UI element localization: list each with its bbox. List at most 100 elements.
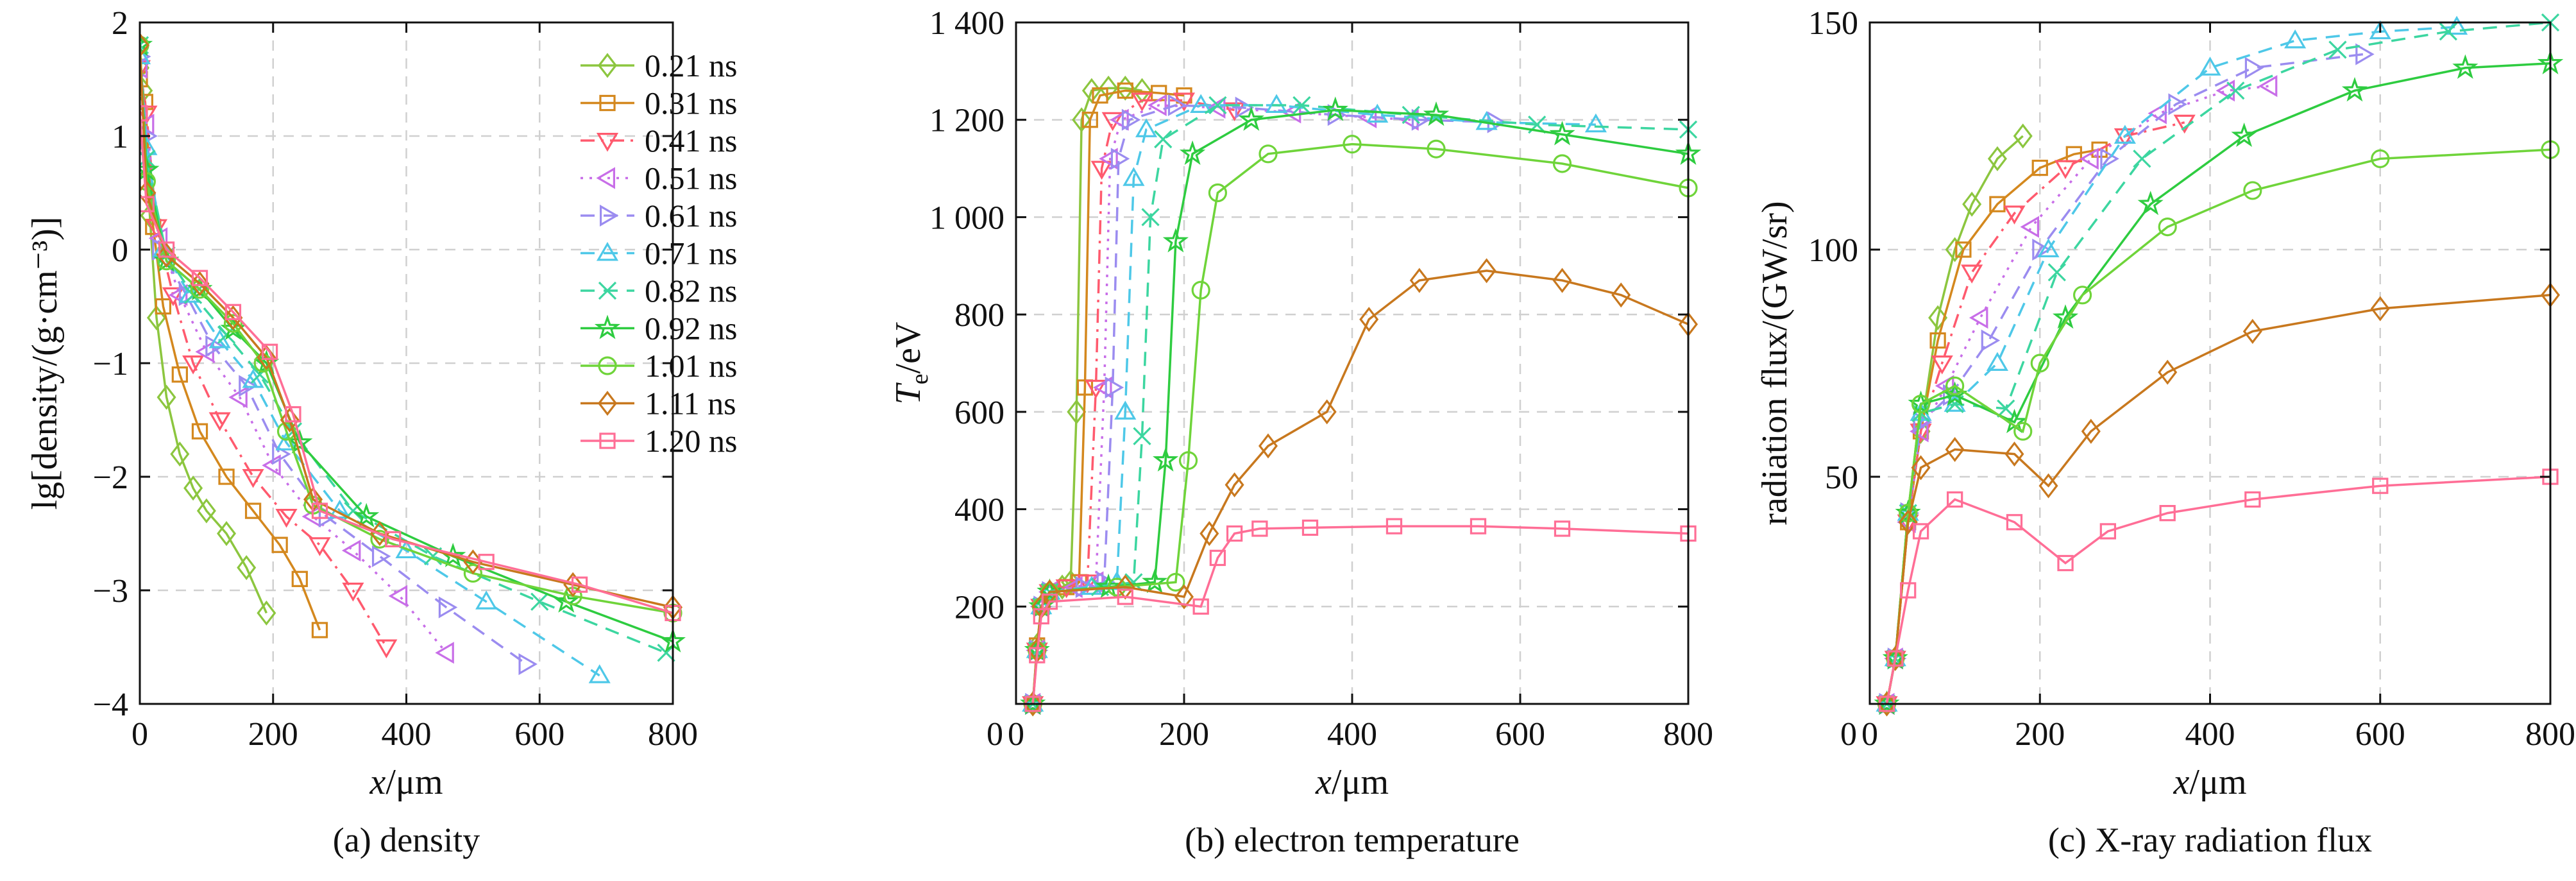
x-tick-label: 400 (382, 716, 432, 753)
data-point (1121, 108, 1141, 131)
x-tick-label: 400 (1327, 716, 1377, 753)
data-point (276, 422, 296, 441)
series-group (1020, 75, 1701, 717)
series-line-0.71-ns (140, 56, 600, 677)
legend-marker (598, 356, 617, 375)
data-point (280, 407, 300, 433)
data-point (242, 369, 264, 388)
data-point (1554, 520, 1571, 537)
y-tick-label: 400 (954, 492, 1004, 529)
data-point (237, 555, 257, 581)
data-point (158, 241, 175, 258)
data-point (2242, 318, 2262, 344)
series-line-1.11-ns (1885, 294, 2551, 705)
data-point (1174, 584, 1194, 610)
data-point (1552, 268, 1572, 293)
legend-marker (599, 204, 619, 227)
data-point (2091, 141, 2108, 158)
data-point (2047, 263, 2066, 282)
data-point (388, 585, 408, 607)
data-point (1208, 183, 1228, 203)
data-point (157, 243, 176, 268)
data-point (1258, 433, 1278, 459)
legend-marker (596, 133, 619, 152)
data-point (1962, 191, 1982, 217)
data-point (140, 60, 151, 80)
data-point (1095, 573, 1122, 599)
data-point (2328, 40, 2347, 59)
legend-item: 0.31 ns (580, 85, 737, 121)
data-point (2258, 75, 2278, 98)
data-point (369, 520, 389, 547)
y-axis-label: lg[density/(g·cm⁻³)] (25, 217, 65, 510)
data-point (2081, 418, 2101, 444)
data-point (2372, 477, 2389, 494)
legend-item: 0.61 ns (580, 198, 737, 234)
data-point (2158, 218, 2177, 237)
legend-label: 0.82 ns (645, 273, 737, 309)
data-point (1911, 395, 1931, 414)
data-point (244, 502, 262, 519)
grid (140, 22, 673, 704)
data-point (1986, 352, 2009, 372)
legend-label: 0.41 ns (645, 123, 737, 158)
data-point (588, 664, 611, 683)
data-point (2137, 191, 2164, 216)
data-point (1301, 519, 1319, 536)
data-point (2159, 504, 2176, 522)
data-point (2371, 149, 2390, 168)
data-point (1981, 329, 2001, 352)
data-point (1199, 520, 1219, 547)
x-tick-label: 0 (1008, 716, 1024, 753)
data-point (553, 588, 579, 613)
series-line-0.31-ns (140, 79, 321, 631)
data-point (518, 653, 538, 676)
data-point (2006, 514, 2023, 531)
data-point (2216, 80, 2235, 102)
data-point (1317, 399, 1337, 425)
data-point (1105, 376, 1124, 399)
data-point (2452, 54, 2479, 79)
y-tick-label: 800 (954, 297, 1004, 334)
data-point (2199, 56, 2221, 76)
data-point (463, 563, 482, 583)
data-point (1142, 569, 1168, 594)
data-point (309, 537, 331, 556)
data-point (191, 423, 208, 440)
series-line-0.31-ns (1031, 89, 1185, 705)
data-point (1114, 400, 1137, 420)
data-point (1162, 228, 1189, 253)
data-point (1945, 237, 1965, 262)
data-point (1076, 574, 1099, 594)
data-point (155, 298, 172, 315)
data-point (1110, 108, 1129, 131)
data-point (1266, 94, 1288, 113)
data-point (1912, 523, 1929, 540)
data-point (262, 454, 281, 477)
legend-label: 0.71 ns (645, 235, 737, 271)
y-tick-label: −4 (93, 687, 128, 723)
data-point (1911, 455, 1931, 481)
data-point (190, 271, 210, 296)
data-point (1969, 307, 1988, 329)
data-point (2168, 93, 2187, 115)
panel-xray-flux: 0 200 400 600 800 50 100 150 0 x/μm (c) X-ray radi… (1755, 5, 2575, 859)
data-point (190, 280, 210, 299)
series-line-0.21-ns (140, 67, 268, 614)
data-point (1115, 75, 1135, 101)
x-axis-label: x/μm (2173, 762, 2247, 802)
legend-item: 0.82 ns (580, 273, 737, 309)
data-point (1123, 167, 1145, 186)
data-point (2231, 122, 2257, 148)
data-point (1148, 94, 1167, 117)
x-tick-label: 0 (131, 716, 148, 753)
data-point (1133, 427, 1151, 445)
data-point (1167, 94, 1187, 117)
data-point (1877, 691, 1897, 717)
data-point (2037, 238, 2060, 257)
data-point (242, 468, 264, 488)
data-point (2057, 554, 2074, 572)
panel-caption: (b) electron temperature (1185, 821, 1520, 859)
data-point (287, 429, 313, 454)
